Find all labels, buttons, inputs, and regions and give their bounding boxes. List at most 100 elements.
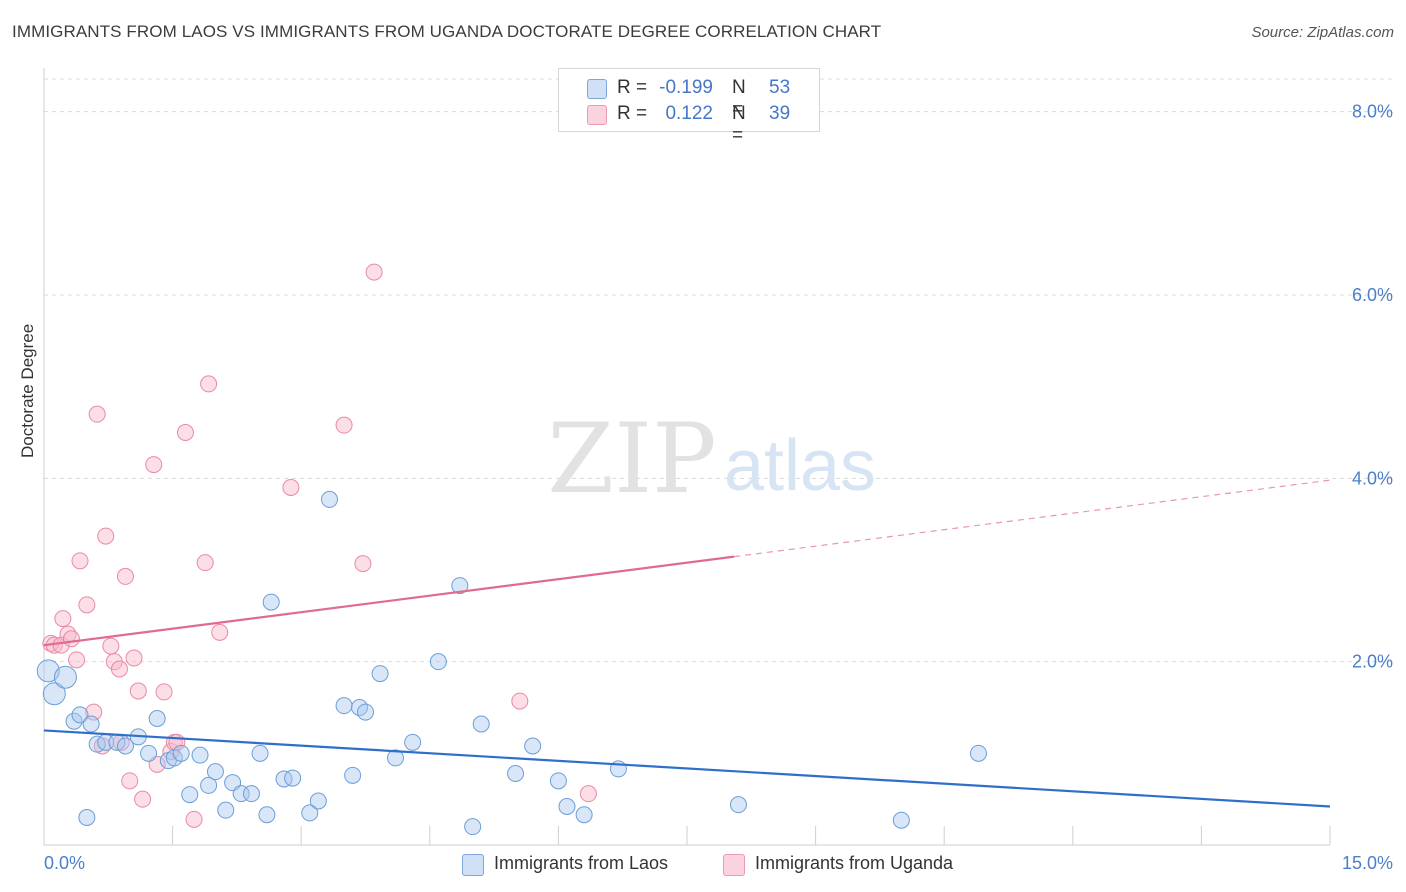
gridlines	[44, 78, 1392, 663]
laos-point	[275, 770, 293, 788]
laos-point	[451, 577, 469, 595]
laos-point	[78, 809, 96, 826]
uganda-point	[185, 810, 203, 828]
laos-point	[251, 744, 269, 762]
laos-point	[549, 772, 567, 790]
chart-title: IMMIGRANTS FROM LAOS VS IMMIGRANTS FROM …	[12, 22, 882, 41]
laos-n-label: N =	[732, 77, 746, 120]
laos-point	[507, 765, 525, 782]
laos-point	[82, 715, 100, 733]
laos-point	[335, 697, 353, 715]
y-axis-label: Doctorate Degree	[18, 323, 37, 458]
uganda-point	[102, 637, 120, 655]
uganda-point	[54, 610, 72, 628]
uganda-point	[335, 416, 353, 434]
laos-point	[258, 806, 276, 824]
watermark-zip: ZIP	[547, 403, 716, 515]
uganda-r-value: 0.122	[665, 103, 713, 124]
legend-stats: R = -0.199 N = 53 R = 0.122 N = 39	[558, 68, 820, 146]
uganda-point	[176, 424, 194, 441]
laos-point	[206, 763, 224, 781]
laos-point	[116, 737, 134, 755]
legend-uganda-label: Immigrants from Uganda	[755, 853, 954, 873]
y-tick-label: 2.0%	[1352, 652, 1393, 672]
uganda-point	[200, 375, 218, 393]
uganda-r-label: R =	[617, 103, 648, 124]
laos-point	[140, 744, 158, 762]
axes	[43, 68, 1331, 846]
laos-point	[200, 776, 218, 794]
y-tick-label: 4.0%	[1352, 468, 1393, 488]
uganda-point	[579, 785, 597, 803]
uganda-point	[62, 630, 80, 648]
uganda-swatch	[587, 105, 607, 125]
laos-point	[65, 712, 83, 730]
uganda-n-value: 39	[769, 103, 791, 124]
laos-r-value: -0.199	[659, 77, 713, 98]
laos-trend-line	[43, 729, 1331, 808]
laos-point	[181, 786, 199, 804]
uganda-point	[211, 623, 229, 641]
uganda-point	[282, 479, 300, 496]
legend-laos-label: Immigrants from Laos	[494, 853, 669, 873]
uganda-n-label: N =	[732, 103, 746, 146]
laos-point	[191, 746, 209, 764]
laos-point	[262, 593, 280, 611]
laos-point	[429, 653, 447, 671]
laos-point	[404, 733, 422, 751]
uganda-point	[116, 567, 134, 585]
laos-point	[172, 744, 190, 762]
uganda-trend-extension	[734, 479, 1331, 558]
uganda-point	[196, 554, 214, 572]
uganda-point	[121, 772, 139, 790]
laos-swatch	[587, 79, 607, 99]
legend-laos-swatch	[462, 854, 484, 876]
x-tick-label: 15.0%	[1342, 853, 1393, 873]
source-label: Source: ZipAtlas.com	[1251, 24, 1394, 41]
laos-point	[387, 749, 405, 767]
laos-point	[524, 737, 542, 755]
watermark: ZIP atlas	[547, 403, 876, 515]
laos-point	[344, 766, 362, 784]
x-tick-label: 0.0%	[44, 853, 85, 873]
laos-point	[232, 785, 250, 803]
laos-point	[53, 665, 77, 689]
uganda-point	[365, 263, 383, 281]
laos-point	[36, 659, 60, 683]
laos-point	[284, 769, 302, 787]
laos-point	[472, 715, 490, 733]
uganda-point	[110, 660, 128, 678]
uganda-trend-line	[43, 555, 735, 647]
laos-point	[575, 806, 593, 824]
laos-point	[148, 710, 166, 727]
trend-lines	[43, 479, 1331, 808]
uganda-point	[354, 555, 372, 573]
uganda-point	[125, 649, 143, 667]
uganda-point	[145, 456, 163, 474]
uganda-point	[129, 682, 147, 700]
laos-point	[464, 818, 482, 836]
watermark-atlas: atlas	[724, 426, 876, 506]
laos-point	[42, 682, 66, 706]
uganda-point	[155, 683, 173, 701]
y-tick-label: 8.0%	[1352, 102, 1393, 122]
uganda-point	[71, 552, 89, 570]
uganda-point	[88, 405, 106, 423]
laos-point	[558, 798, 576, 815]
laos-point	[320, 490, 338, 508]
uganda-point	[78, 596, 96, 614]
laos-point	[301, 804, 319, 822]
laos-point	[371, 665, 389, 683]
laos-r-label: R =	[617, 77, 648, 98]
laos-point	[357, 703, 374, 721]
uganda-point	[97, 527, 115, 545]
laos-points	[36, 490, 987, 836]
laos-point	[309, 792, 327, 810]
uganda-point	[134, 790, 152, 808]
laos-n-value: 53	[769, 77, 791, 98]
legend-uganda-swatch	[723, 854, 745, 876]
uganda-point	[511, 692, 529, 710]
laos-point	[71, 706, 89, 724]
y-tick-label: 6.0%	[1352, 285, 1393, 305]
